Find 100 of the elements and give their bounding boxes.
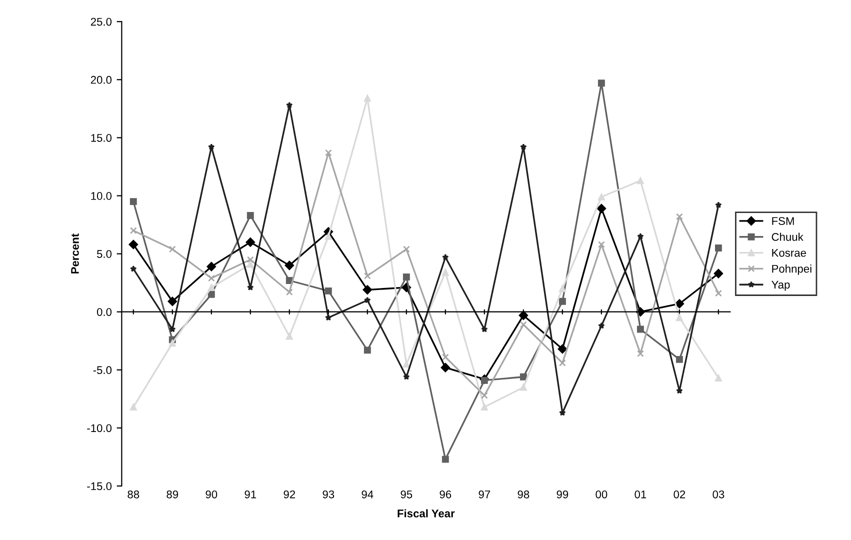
y-tick-label: -5.0 (93, 366, 112, 374)
point (246, 238, 256, 247)
legend-label: Pohnpei (772, 264, 812, 275)
y-axis-title: Percent (71, 234, 79, 274)
point (324, 232, 332, 240)
point (130, 404, 137, 411)
x-tick-label: 99 (556, 490, 568, 498)
point (442, 456, 449, 463)
point (442, 354, 449, 361)
point (559, 409, 566, 416)
point (364, 94, 371, 102)
x-tick-label: 01 (634, 490, 646, 498)
point (168, 246, 176, 253)
point (130, 265, 137, 272)
point (714, 268, 724, 278)
y-tick-label: -10.0 (87, 424, 112, 432)
point (518, 310, 528, 320)
y-tick-label: 20.0 (90, 76, 112, 84)
point (676, 356, 683, 363)
legend-label: Kosrae (772, 249, 806, 257)
legend-label: Chuuk (772, 232, 804, 241)
point (520, 373, 527, 380)
x-tick-label: 94 (362, 490, 374, 498)
point (520, 144, 527, 150)
point (364, 346, 371, 354)
point (286, 288, 293, 296)
point (324, 287, 332, 294)
y-tick-label: 5.0 (96, 250, 112, 258)
x-axis-title: Fiscal Year (398, 509, 455, 518)
point (520, 321, 527, 328)
x-tick-label: 00 (596, 490, 608, 498)
point (403, 373, 410, 380)
point (362, 285, 372, 294)
point (481, 326, 488, 332)
point (402, 246, 410, 253)
point (325, 314, 332, 321)
point (168, 296, 178, 306)
x-tick-label: 02 (674, 490, 686, 498)
y-tick-label: 15.0 (91, 134, 112, 142)
y-tick-label: 0.0 (96, 308, 112, 316)
point (286, 102, 293, 108)
point (480, 376, 488, 384)
legend-label: Yap (772, 280, 790, 291)
point (598, 241, 605, 248)
point (208, 144, 215, 150)
point (636, 350, 644, 358)
point (714, 374, 722, 382)
point (364, 296, 371, 304)
point (442, 254, 449, 260)
point (596, 204, 606, 214)
point (636, 326, 644, 333)
x-tick-label: 03 (712, 490, 724, 498)
point (440, 362, 450, 372)
point (598, 80, 605, 87)
y-tick-label: 10.0 (91, 192, 112, 200)
point (208, 284, 215, 291)
point (676, 213, 683, 220)
point (246, 212, 254, 219)
point (442, 268, 449, 276)
point (206, 262, 216, 272)
point (246, 260, 254, 268)
x-tick-label: 88 (128, 490, 140, 498)
x-tick-label: 89 (166, 490, 178, 498)
x-tick-label: 96 (440, 490, 452, 498)
point (284, 260, 294, 270)
point (169, 326, 176, 332)
point (558, 344, 568, 354)
y-tick-label: -15.0 (87, 482, 112, 490)
x-tick-label: 93 (322, 490, 334, 498)
point (480, 404, 488, 411)
x-tick-label: 90 (206, 490, 218, 498)
point (168, 340, 176, 347)
x-tick-label: 97 (478, 490, 490, 498)
point (598, 193, 605, 200)
point (715, 202, 722, 208)
point (130, 198, 137, 206)
point (558, 359, 566, 366)
point (558, 298, 566, 305)
point (402, 274, 410, 280)
y-tick-label: 25.0 (90, 18, 112, 26)
point (598, 322, 605, 329)
point (208, 290, 215, 298)
x-tick-label: 92 (284, 490, 296, 498)
point (637, 232, 644, 240)
point (674, 299, 684, 308)
x-tick-label: 95 (400, 490, 412, 498)
point (128, 240, 138, 250)
point (676, 314, 683, 322)
x-tick-label: 91 (244, 490, 256, 498)
point (286, 332, 293, 340)
point (520, 384, 527, 391)
point (324, 149, 332, 156)
point (714, 290, 722, 297)
point (480, 392, 488, 399)
legend-label: FSM (772, 217, 794, 225)
point (714, 244, 722, 252)
x-tick-label: 98 (518, 490, 530, 498)
point (130, 227, 137, 234)
point (246, 256, 254, 264)
point (636, 177, 644, 184)
